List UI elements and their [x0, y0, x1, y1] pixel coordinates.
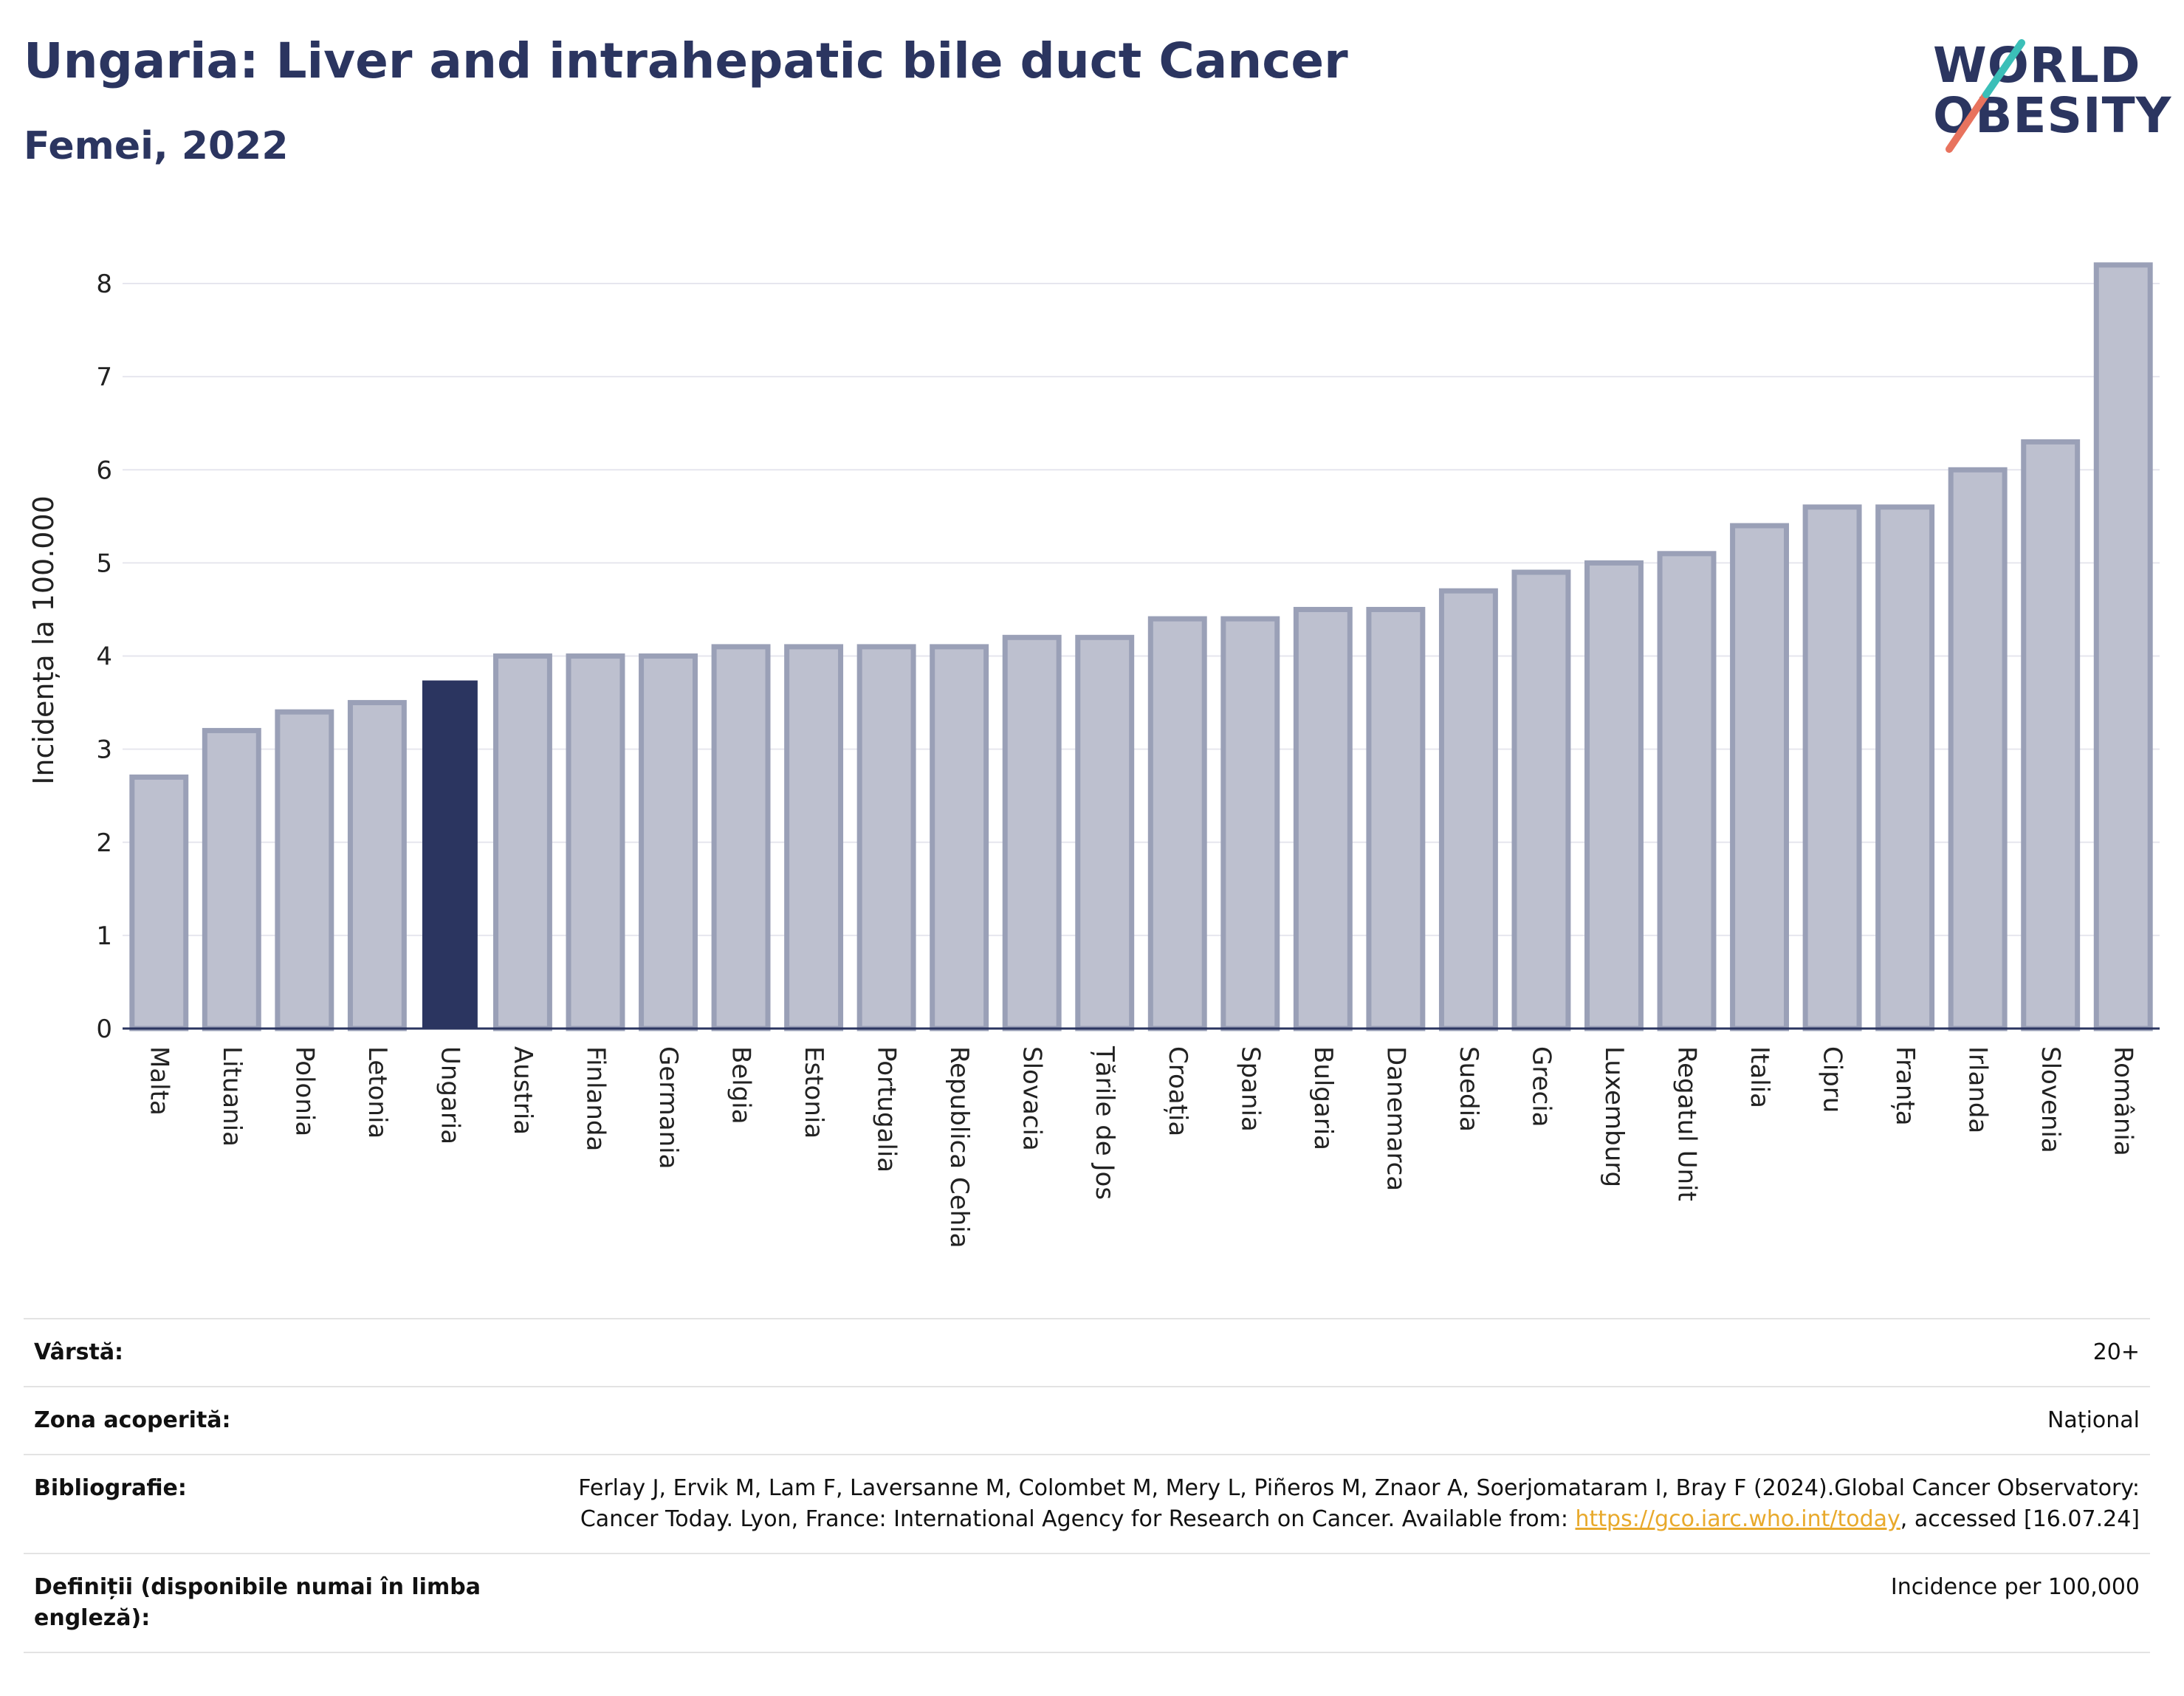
x-tick-label: Austria — [508, 1046, 538, 1135]
bibliography-value: Ferlay J, Ervik M, Lam F, Laversanne M, … — [515, 1473, 2140, 1535]
bar — [1802, 504, 1862, 1031]
bar — [1657, 551, 1717, 1031]
age-label: Vârstă: — [34, 1339, 124, 1365]
bar — [1293, 606, 1353, 1031]
bar — [1584, 560, 1644, 1031]
bibliography-text: Ferlay J, Ervik M, Lam F, Laversanne M, … — [578, 1475, 2140, 1532]
bibliography-label: Bibliografie: — [34, 1475, 187, 1501]
y-tick-label: 0 — [96, 1014, 112, 1044]
bar — [1366, 606, 1426, 1031]
x-tick-label: Estonia — [799, 1046, 828, 1139]
x-tick-label: Letonia — [363, 1046, 392, 1139]
x-tick-label: Portugalia — [872, 1046, 902, 1173]
x-tick-label: Finlanda — [580, 1046, 610, 1151]
chart-title: Ungaria: Liver and intrahepatic bile duc… — [24, 32, 1348, 89]
x-tick-label: Grecia — [1526, 1046, 1556, 1127]
bar — [856, 644, 916, 1031]
definitions-label: Definiții (disponibile numai în limba en… — [34, 1574, 481, 1631]
bar — [711, 644, 771, 1031]
bibliography-accessed: , accessed [16.07.24] — [1900, 1506, 2140, 1532]
x-tick-label: Belgia — [727, 1046, 756, 1125]
meta-row-bibliography: Bibliografie: Ferlay J, Ervik M, Lam F, … — [24, 1454, 2150, 1553]
logo-slash-icon — [1946, 39, 2025, 153]
bar — [1875, 504, 1935, 1031]
x-tick-label: Danemarca — [1381, 1046, 1410, 1191]
x-tick-label: Croația — [1163, 1046, 1192, 1136]
definitions-value: Incidence per 100,000 — [1890, 1574, 2140, 1600]
x-tick-label: Slovacia — [1017, 1046, 1047, 1151]
x-tick-label: Spania — [1235, 1046, 1265, 1132]
y-tick-label: 7 — [96, 363, 112, 392]
x-tick-label: România — [2109, 1046, 2138, 1156]
bar — [639, 653, 698, 1031]
x-tick-label: Malta — [144, 1046, 174, 1116]
x-tick-label: Lituania — [217, 1046, 247, 1147]
x-tick-label: Slovenia — [2036, 1046, 2065, 1153]
y-tick-label: 2 — [96, 828, 112, 858]
x-tick-label: Irlanda — [1963, 1046, 1993, 1133]
bar — [492, 653, 552, 1031]
meta-row-age: Vârstă: 20+ — [24, 1318, 2150, 1386]
bar — [202, 727, 261, 1031]
bar — [1730, 523, 1790, 1031]
coverage-label: Zona acoperită: — [34, 1407, 231, 1433]
y-tick-label: 5 — [96, 549, 112, 578]
y-axis-label: Incidența la 100.000 — [27, 495, 60, 785]
bar — [1002, 634, 1062, 1031]
bar — [1438, 588, 1498, 1031]
y-tick-label: 1 — [96, 921, 112, 951]
meta-row-definitions: Definiții (disponibile numai în limba en… — [24, 1553, 2150, 1653]
bar — [422, 680, 478, 1029]
meta-row-coverage: Zona acoperită: Național — [24, 1386, 2150, 1454]
bar — [1075, 634, 1135, 1031]
x-tick-label: Țările de Jos — [1090, 1046, 1119, 1200]
bar — [1948, 467, 2008, 1031]
chart-subtitle: Femei, 2022 — [24, 124, 289, 168]
coverage-value: Național — [2047, 1407, 2140, 1433]
bar — [566, 653, 625, 1031]
x-tick-label: Regatul Unit — [1672, 1046, 1702, 1201]
logo-line-1: WORLD — [1933, 37, 2141, 94]
bar — [1147, 616, 1207, 1031]
x-tick-label: Suedia — [1454, 1046, 1483, 1132]
bibliography-link[interactable]: https://gco.iarc.who.int/today — [1575, 1506, 1900, 1532]
bar — [275, 709, 334, 1031]
x-tick-label: Bulgaria — [1308, 1046, 1338, 1150]
x-tick-label: Ungaria — [435, 1046, 464, 1144]
bar — [784, 644, 844, 1031]
bar — [1511, 569, 1571, 1031]
y-tick-label: 8 — [96, 269, 112, 299]
x-tick-label: Germania — [653, 1046, 683, 1169]
bar — [129, 774, 189, 1031]
y-tick-label: 4 — [96, 642, 112, 672]
x-tick-label: Cipru — [1818, 1046, 1847, 1113]
bar — [1220, 616, 1280, 1031]
y-tick-label: 3 — [96, 735, 112, 765]
y-tick-label: 6 — [96, 456, 112, 485]
bar — [930, 644, 989, 1031]
world-obesity-logo: WORLD OBESITY — [1927, 30, 2171, 155]
x-tick-label: Republica Cehia — [944, 1046, 974, 1248]
x-tick-label: Franța — [1890, 1046, 1920, 1126]
x-tick-label: Polonia — [289, 1046, 319, 1136]
bar — [347, 700, 407, 1031]
metadata-table: Vârstă: 20+ Zona acoperită: Național Bib… — [24, 1318, 2150, 1653]
x-tick-label: Italia — [1745, 1046, 1774, 1108]
x-tick-label: Luxemburg — [1599, 1046, 1629, 1187]
age-value: 20+ — [2092, 1339, 2140, 1365]
bar — [2021, 439, 2081, 1031]
bar-chart: 0 1 2 3 4 5 6 7 8 Incidența la 100.000 Malta Lituan… — [27, 262, 2160, 1248]
bar — [2093, 262, 2153, 1031]
